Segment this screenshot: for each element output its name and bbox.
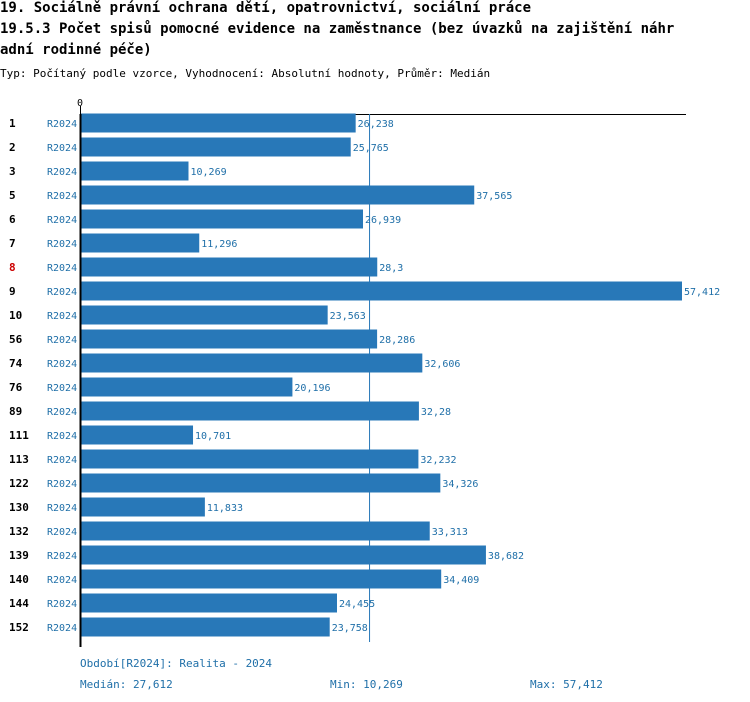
- value-label: 32,28: [421, 407, 451, 418]
- series-label: R2024: [47, 263, 77, 274]
- series-label: R2024: [47, 503, 77, 514]
- x-axis-zero-label: 0: [77, 98, 83, 109]
- bar: [81, 137, 351, 157]
- chart-title-line-3: adní rodinné péče): [0, 42, 152, 58]
- chart-title-line-2: 19.5.3 Počet spisů pomocné evidence na z…: [0, 21, 675, 37]
- series-label: R2024: [47, 575, 77, 586]
- series-label: R2024: [47, 215, 77, 226]
- series-label: R2024: [47, 359, 77, 370]
- bar-chart: 0 1 R2024 26,238 2 R2024 25,765 3 R2024 10,269 5 R2…: [9, 98, 720, 647]
- category-label: 6: [9, 213, 16, 226]
- bar: [81, 161, 189, 181]
- bar: [81, 545, 486, 565]
- series-label: R2024: [47, 599, 77, 610]
- category-label: 89: [9, 405, 22, 418]
- bar: [81, 473, 441, 493]
- category-label: 144: [9, 597, 29, 610]
- value-label: 25,765: [353, 143, 389, 154]
- bar: [81, 401, 419, 421]
- series-label: R2024: [47, 143, 77, 154]
- bar: [81, 425, 194, 445]
- value-label: 20,196: [294, 383, 330, 394]
- bar: [81, 569, 442, 589]
- category-label: 9: [9, 285, 16, 298]
- bar: [81, 209, 364, 229]
- category-label: 10: [9, 309, 22, 322]
- bar: [81, 497, 205, 517]
- value-label: 34,326: [442, 479, 478, 490]
- category-label: 7: [9, 237, 16, 250]
- category-label: 76: [9, 381, 23, 394]
- series-label: R2024: [47, 623, 77, 634]
- category-label: 56: [9, 333, 23, 346]
- value-label: 32,232: [420, 455, 456, 466]
- bar: [81, 353, 423, 373]
- value-label: 11,296: [201, 239, 237, 250]
- value-label: 37,565: [476, 191, 512, 202]
- bar: [81, 281, 682, 301]
- category-label: 1: [9, 117, 16, 130]
- bar: [81, 617, 330, 637]
- category-label: 130: [9, 501, 29, 514]
- chart-title-line-1: 19. Sociálně právní ochrana dětí, opatro…: [0, 0, 532, 16]
- series-label: R2024: [47, 383, 77, 394]
- series-label: R2024: [47, 119, 77, 130]
- value-label: 28,286: [379, 335, 415, 346]
- bar: [81, 257, 378, 277]
- value-label: 57,412: [684, 287, 720, 298]
- category-label: 140: [9, 573, 29, 586]
- value-label: 23,758: [332, 623, 368, 634]
- category-label: 122: [9, 477, 29, 490]
- series-label: R2024: [47, 335, 77, 346]
- chart-subtitle: Typ: Počítaný podle vzorce, Vyhodnocení:…: [0, 67, 491, 80]
- category-label: 111: [9, 429, 29, 442]
- category-label: 2: [9, 141, 16, 154]
- footer-median: Medián: 27,612: [80, 678, 173, 691]
- value-label: 34,409: [443, 575, 479, 586]
- bar: [81, 521, 430, 541]
- series-label: R2024: [47, 479, 77, 490]
- footer-min: Min: 10,269: [330, 678, 403, 691]
- series-label: R2024: [47, 455, 77, 466]
- series-label: R2024: [47, 407, 77, 418]
- bar: [81, 305, 328, 325]
- value-label: 26,939: [365, 215, 401, 226]
- value-label: 26,238: [358, 119, 394, 130]
- category-label: 132: [9, 525, 29, 538]
- category-label: 5: [9, 189, 16, 202]
- value-label: 24,455: [339, 599, 375, 610]
- value-label: 32,606: [424, 359, 460, 370]
- value-label: 11,833: [207, 503, 243, 514]
- bar: [81, 449, 419, 469]
- bar: [81, 113, 356, 133]
- footer-max: Max: 57,412: [530, 678, 603, 691]
- category-label: 3: [9, 165, 16, 178]
- category-label: 139: [9, 549, 29, 562]
- series-label: R2024: [47, 311, 77, 322]
- bar: [81, 329, 378, 349]
- bar: [81, 233, 200, 253]
- series-label: R2024: [47, 287, 77, 298]
- bar: [81, 185, 475, 205]
- value-label: 10,269: [190, 167, 226, 178]
- series-label: R2024: [47, 431, 77, 442]
- category-label: 8: [9, 261, 16, 274]
- value-label: 28,3: [379, 263, 403, 274]
- series-label: R2024: [47, 191, 77, 202]
- series-label: R2024: [47, 167, 77, 178]
- value-label: 10,701: [195, 431, 231, 442]
- category-label: 74: [9, 357, 23, 370]
- value-label: 33,313: [432, 527, 468, 538]
- category-label: 113: [9, 453, 29, 466]
- value-label: 23,563: [330, 311, 366, 322]
- series-label: R2024: [47, 239, 77, 250]
- footer-period: Období[R2024]: Realita - 2024: [80, 657, 273, 670]
- category-label: 152: [9, 621, 29, 634]
- bar: [81, 593, 337, 613]
- series-label: R2024: [47, 551, 77, 562]
- bar: [81, 377, 293, 397]
- series-label: R2024: [47, 527, 77, 538]
- value-label: 38,682: [488, 551, 524, 562]
